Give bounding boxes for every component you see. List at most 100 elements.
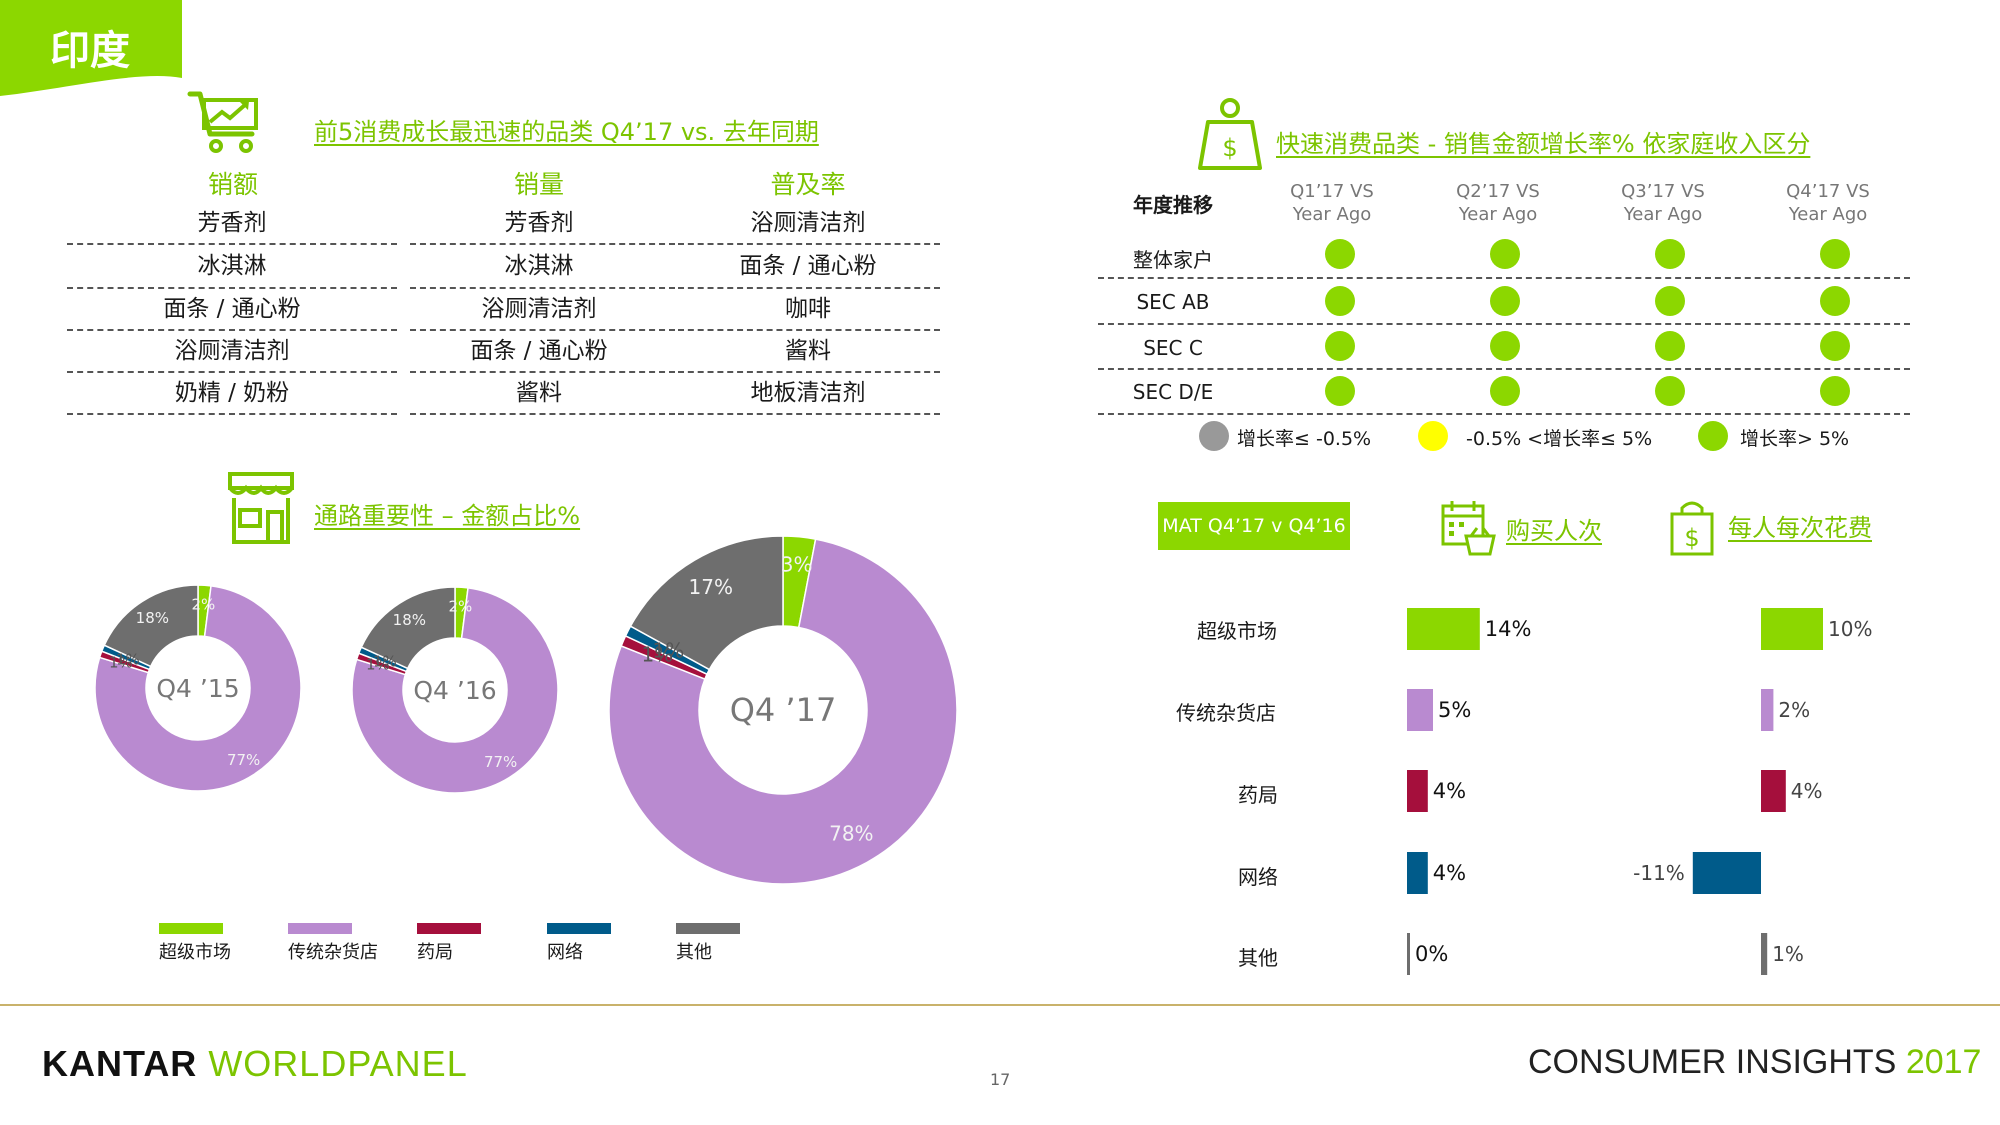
brand-logo: KANTAR WORLDPANEL — [42, 1043, 468, 1084]
row-divider — [1098, 323, 1910, 325]
legend-label: 超级市场 — [159, 942, 231, 963]
growth-status-dot — [1490, 376, 1520, 406]
category-cell: 面条 / 通心粉 — [163, 296, 301, 322]
donut-data-label: 1% — [653, 639, 685, 663]
category-cell: 地板清洁剂 — [750, 380, 866, 406]
category-cell: 冰淇淋 — [197, 253, 267, 279]
page-number: 17 — [990, 1070, 1011, 1089]
donut-title: Q4 ’15 — [156, 674, 239, 703]
channel-label: 网络 — [1238, 865, 1278, 889]
column-header-volume: 销量 — [513, 170, 564, 199]
mat-bar — [1407, 852, 1428, 894]
row-divider — [410, 243, 675, 245]
channel-label: 药局 — [1238, 783, 1278, 807]
row-divider — [1098, 277, 1910, 279]
row-divider — [678, 371, 940, 373]
growth-status-dot — [1655, 376, 1685, 406]
channel-share-donuts: 2%77%1%1%18%Q4 ’152%77%1%1%18%Q4 ’163%78… — [94, 535, 958, 885]
money-bag-person-icon: $ — [1198, 98, 1262, 170]
store-icon — [228, 472, 294, 544]
mat-bar — [1761, 770, 1786, 812]
legend-swatch-other — [676, 923, 740, 934]
row-divider — [1098, 368, 1910, 370]
legend-dot-yellow — [1418, 421, 1448, 451]
legend-label: 药局 — [417, 942, 453, 963]
income-row-label: SEC C — [1143, 336, 1203, 360]
row-divider — [678, 287, 940, 289]
category-cell: 浴厕清洁剂 — [481, 296, 597, 322]
mat-bar-label: 5% — [1438, 698, 1471, 722]
legend-label: 增长率> 5% — [1740, 428, 1850, 450]
donut-slice — [608, 538, 958, 885]
donut-data-label: 1% — [641, 643, 673, 667]
income-growth-title: 快速消费品类 - 销售金额增长率% 依家庭收入区分 — [1276, 130, 1811, 158]
income-row-label: 整体家户 — [1133, 248, 1213, 272]
row-divider — [678, 329, 940, 331]
donut-data-label: 17% — [689, 575, 733, 599]
quarter-header: Q3’17 VS Year Ago — [1621, 181, 1705, 225]
legend-dot-grey — [1199, 421, 1229, 451]
growth-status-dot — [1325, 331, 1355, 361]
legend-swatch-grocery — [288, 923, 352, 934]
legend-label: -0.5% <增长率≤ 5% — [1466, 428, 1653, 450]
donut-slice — [360, 586, 456, 670]
mat-bar — [1761, 689, 1774, 731]
growth-status-dot — [1325, 239, 1355, 269]
channel-label: 其他 — [1238, 946, 1278, 970]
channel-label: 超级市场 — [1197, 619, 1277, 643]
row-divider — [1098, 413, 1910, 415]
mat-bar — [1407, 933, 1410, 975]
category-cell: 咖啡 — [785, 296, 831, 322]
donut-title: Q4 ’16 — [413, 676, 496, 705]
growth-status-dot — [1820, 239, 1850, 269]
category-cell: 浴厕清洁剂 — [174, 338, 290, 364]
row-divider — [67, 243, 397, 245]
row-divider — [410, 329, 675, 331]
region-tag: 印度 — [50, 28, 130, 74]
footer-divider — [0, 1004, 2000, 1006]
mat-bar-label: 4% — [1791, 779, 1823, 803]
legend-swatch-pharmacy — [417, 923, 481, 934]
legend-label: 网络 — [547, 942, 583, 963]
growth-status-dot — [1655, 331, 1685, 361]
income-row-label: SEC D/E — [1132, 380, 1214, 404]
shopping-cart-growth-icon — [187, 91, 258, 153]
mat-bar-label: 14% — [1485, 617, 1532, 641]
row-divider — [410, 287, 675, 289]
shopping-bag-dollar-icon: $ — [1670, 501, 1714, 556]
buyers-title: 购买人次 — [1506, 517, 1602, 545]
mat-bar — [1407, 608, 1480, 650]
category-cell: 芳香剂 — [504, 210, 574, 236]
donut-slice — [94, 584, 302, 792]
mat-bar-label: 1% — [1772, 942, 1804, 966]
mat-bar-label: -11% — [1633, 861, 1685, 885]
mat-bar — [1761, 933, 1768, 975]
mat-bar — [1407, 770, 1428, 812]
row-divider — [67, 413, 397, 415]
row-divider — [678, 413, 940, 415]
mat-bar-charts: 14% 5% 4% 4% 0% 10% 2% 4% -11% 1% — [1407, 608, 1872, 975]
growth-status-dot — [1820, 331, 1850, 361]
donut-data-label: 1% — [366, 655, 390, 673]
income-row-label: SEC AB — [1136, 290, 1210, 314]
quarter-header: Q2’17 VS Year Ago — [1456, 181, 1540, 225]
row-divider — [67, 287, 397, 289]
channel-share-title: 通路重要性 – 金额占比% — [314, 502, 581, 530]
donut-data-label: 2% — [191, 596, 215, 614]
category-cell: 面条 / 通心粉 — [470, 338, 608, 364]
legend-label: 其他 — [676, 942, 712, 963]
svg-text:$: $ — [1222, 134, 1237, 162]
donut-data-label: 18% — [393, 611, 426, 629]
legend-swatch-online — [547, 923, 611, 934]
growth-status-dot — [1655, 286, 1685, 316]
quarter-header: Q4’17 VS Year Ago — [1786, 181, 1870, 225]
mat-bar-label: 0% — [1415, 942, 1448, 966]
quarter-header: Q1’17 VS Year Ago — [1290, 181, 1374, 225]
corner-tag-shape — [0, 0, 182, 96]
category-cell: 芳香剂 — [197, 210, 267, 236]
growth-status-dot — [1490, 286, 1520, 316]
donut-data-label: 1% — [109, 653, 133, 671]
growth-status-dot — [1490, 331, 1520, 361]
category-cell: 面条 / 通心粉 — [739, 253, 877, 279]
row-divider — [410, 371, 675, 373]
